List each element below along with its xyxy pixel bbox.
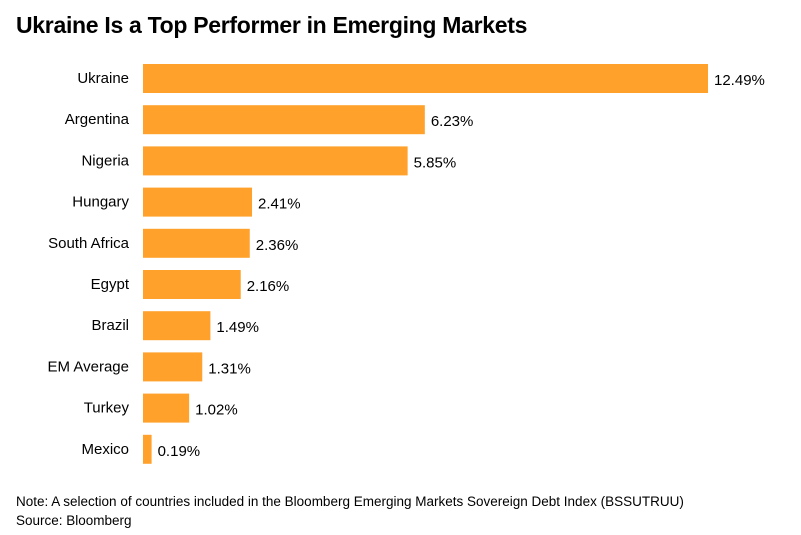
bar-chart: Ukraine 12.49% Argentina 6.23% Nigeria 5.85% H… bbox=[48, 64, 765, 464]
chart-note: Note: A selection of countries included … bbox=[16, 494, 684, 509]
value-label: 2.41% bbox=[258, 196, 301, 213]
category-label: Brazil bbox=[91, 317, 129, 334]
chart-source: Source: Bloomberg bbox=[16, 513, 132, 528]
bar bbox=[143, 187, 253, 217]
bar bbox=[143, 105, 425, 135]
bar bbox=[143, 352, 203, 382]
chart-title: Ukraine Is a Top Performer in Emerging M… bbox=[16, 12, 528, 38]
bar bbox=[143, 270, 241, 299]
category-label: EM Average bbox=[48, 358, 129, 375]
bar bbox=[143, 228, 250, 258]
category-label: Turkey bbox=[84, 400, 130, 417]
value-label: 0.19% bbox=[158, 443, 201, 460]
category-label: Nigeria bbox=[81, 152, 129, 169]
value-label: 1.02% bbox=[195, 402, 238, 419]
category-label: Hungary bbox=[72, 194, 129, 211]
value-label: 2.16% bbox=[247, 278, 290, 295]
value-label: 1.31% bbox=[208, 360, 251, 377]
category-label: Egypt bbox=[91, 276, 130, 293]
bar bbox=[143, 311, 211, 341]
value-label: 12.49% bbox=[714, 72, 765, 89]
bar bbox=[143, 393, 190, 423]
bar bbox=[143, 434, 152, 464]
bar bbox=[143, 146, 408, 176]
category-label: South Africa bbox=[48, 235, 130, 252]
bar bbox=[143, 64, 708, 93]
value-label: 5.85% bbox=[414, 154, 457, 171]
category-label: Argentina bbox=[65, 111, 130, 128]
value-label: 6.23% bbox=[431, 113, 474, 130]
category-label: Ukraine bbox=[77, 70, 129, 87]
value-label: 2.36% bbox=[256, 237, 299, 254]
category-label: Mexico bbox=[81, 441, 129, 458]
value-label: 1.49% bbox=[216, 319, 259, 336]
